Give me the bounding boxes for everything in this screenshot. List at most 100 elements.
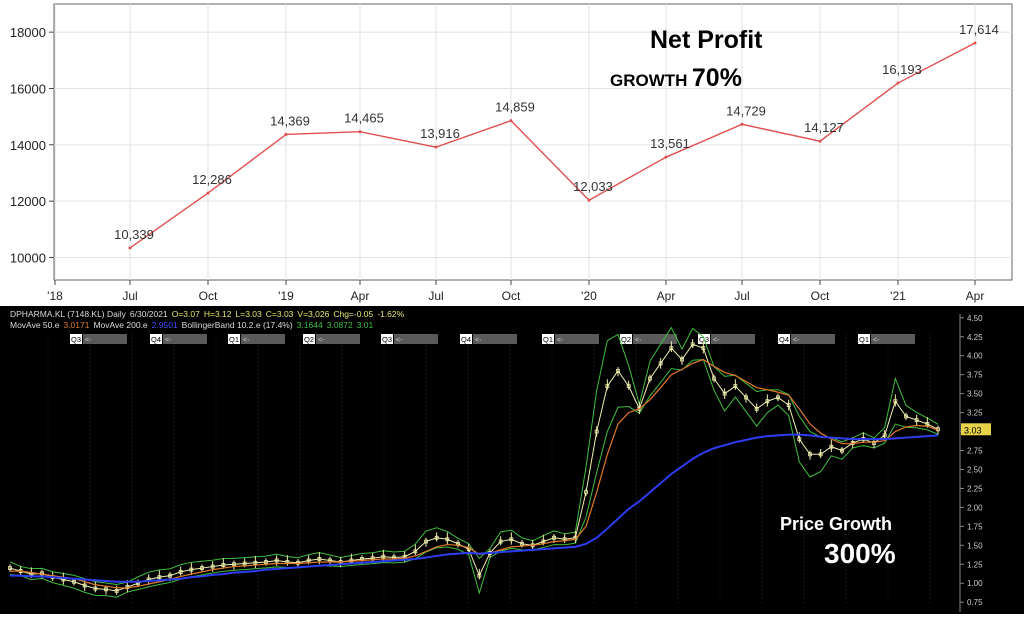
net-profit-point	[740, 122, 744, 126]
price-y-tick-label: 1.00	[967, 579, 983, 588]
price-y-tick-label: 3.50	[967, 390, 983, 399]
ma200-series-line	[10, 433, 939, 583]
quarter-marker-label: Q1	[229, 335, 239, 344]
net-profit-point	[284, 132, 288, 136]
net-profit-point	[818, 139, 822, 143]
bollinger-lower-band	[9, 358, 939, 598]
net-profit-data-label: 10,339	[114, 227, 154, 242]
quarter-marker-bar	[633, 334, 677, 344]
price-candle-body	[712, 376, 716, 381]
quarter-marker-label: Q3	[382, 335, 392, 344]
x-tick-label: '20	[581, 289, 597, 303]
bollinger-upper-band	[9, 326, 939, 585]
price-candle-body	[914, 418, 919, 423]
net-profit-data-label: 14,369	[270, 113, 310, 128]
price-candle-body	[648, 376, 652, 381]
price-candle-body	[904, 414, 908, 419]
price-header-field: 3.1644	[297, 320, 323, 330]
price-candle-body	[541, 539, 546, 544]
price-candle-body	[413, 549, 418, 554]
price-y-tick-label: 4.00	[967, 352, 983, 361]
price-header-field: Chg=-0.05	[333, 309, 373, 319]
quarter-marker-suffix: <-	[475, 337, 482, 344]
net-profit-point	[434, 145, 438, 149]
price-y-tick-label: 1.50	[967, 541, 983, 550]
x-tick-label: Apr	[351, 289, 370, 303]
net-profit-point	[358, 130, 362, 134]
price-candle-body	[658, 361, 663, 366]
quarter-marker-bg	[778, 334, 790, 344]
quarter-marker-bar	[316, 334, 360, 344]
net-profit-series-line	[129, 42, 976, 249]
last-price-badge	[961, 423, 991, 436]
price-header-field: BollingerBand 10.2.e (17.4%)	[182, 320, 293, 330]
net-profit-data-label: 14,859	[495, 100, 535, 115]
price-growth-value: 300%	[824, 538, 896, 569]
price-header-field: 2.9501	[152, 320, 178, 330]
price-candle-body	[669, 346, 674, 351]
quarter-marker-label: Q2	[304, 335, 314, 344]
net-profit-point	[509, 119, 513, 123]
price-header-field: 3.01	[357, 320, 374, 330]
quarter-marker-bg	[303, 334, 315, 344]
quarter-marker-suffix: <-	[243, 337, 250, 344]
quarter-marker-bar	[473, 334, 517, 344]
price-candle-body	[690, 342, 695, 347]
growth-label: GROWTH	[610, 71, 688, 90]
quarter-marker-bg	[150, 334, 162, 344]
price-y-tick-label: 3.25	[967, 409, 983, 418]
quarter-marker-bg	[70, 334, 82, 344]
quarter-marker-bar	[163, 334, 207, 344]
price-header-field: DPHARMA.KL (7148.KL) Daily	[10, 309, 127, 319]
net-profit-data-label: 14,127	[804, 120, 844, 135]
quarter-marker-label: Q1	[859, 335, 869, 344]
price-candle-body	[477, 573, 482, 578]
price-header-line-1: DPHARMA.KL (7148.KL) Daily 6/30/2021 O=3.0…	[10, 309, 405, 319]
price-candle-body	[424, 539, 428, 544]
price-chart: DPHARMA.KL (7148.KL) Daily 6/30/2021 O=3.0…	[0, 306, 1024, 614]
net-profit-chart: '18 Jul Oct '19 Apr Jul Oct '20 Apr Jul Oct '21 Apr 1…	[0, 0, 1024, 306]
price-y-tick-label: 2.25	[967, 484, 983, 493]
net-profit-point	[896, 81, 900, 85]
x-tick-label: Apr	[657, 289, 676, 303]
price-header-field: 3.0171	[63, 320, 89, 330]
net-profit-point	[206, 191, 210, 195]
price-y-tick-label: 2.50	[967, 465, 983, 474]
price-y-tick-label: 1.75	[967, 522, 983, 531]
price-y-tick-label: 1.25	[967, 560, 983, 569]
quarter-marker-label: Q2	[621, 335, 631, 344]
price-candle-body	[722, 391, 727, 396]
quarter-marker-bg	[858, 334, 870, 344]
price-chart-svg: DPHARMA.KL (7148.KL) Daily 6/30/2021 O=3.0…	[8, 309, 991, 612]
price-candle-body	[744, 395, 748, 400]
net-profit-chart-svg: '18 Jul Oct '19 Apr Jul Oct '20 Apr Jul Oct '21 Apr 1…	[10, 3, 1013, 303]
price-growth-annotation: Price Growth	[780, 514, 893, 534]
quarter-marker-suffix: <-	[165, 337, 172, 344]
x-tick-label: Oct	[502, 289, 521, 303]
quarter-marker-suffix: <-	[793, 337, 800, 344]
quarter-marker-suffix: <-	[557, 337, 564, 344]
price-header-field: MovAve 50.e	[10, 320, 60, 330]
price-y-tick-label: 4.25	[967, 333, 983, 342]
price-header-field: MovAve 200.e	[93, 320, 147, 330]
price-candle-body	[765, 399, 770, 404]
quarter-marker-bg	[542, 334, 554, 344]
quarter-marker-label: Q1	[543, 335, 553, 344]
price-y-tick-label: 3.75	[967, 371, 983, 380]
price-y-tick-label: 2.00	[967, 503, 983, 512]
x-tick-label: Jul	[734, 289, 749, 303]
quarter-marker-bar	[83, 334, 127, 344]
x-tick-label: Apr	[966, 289, 985, 303]
price-header-field: V=3,026	[297, 309, 329, 319]
y-tick-label: 16000	[10, 81, 46, 96]
price-candle-body	[701, 346, 706, 351]
net-profit-data-label: 12,033	[573, 179, 613, 194]
net-profit-point	[973, 41, 977, 45]
quarter-marker-bar	[871, 334, 915, 344]
quarter-marker-label: Q3	[71, 335, 81, 344]
last-price-label: 3.03	[964, 425, 982, 435]
x-tick-label: '18	[47, 289, 63, 303]
net-profit-data-label: 17,614	[959, 22, 999, 37]
net-profit-annotation: Net Profit	[650, 26, 763, 54]
y-tick-label: 18000	[10, 25, 46, 40]
